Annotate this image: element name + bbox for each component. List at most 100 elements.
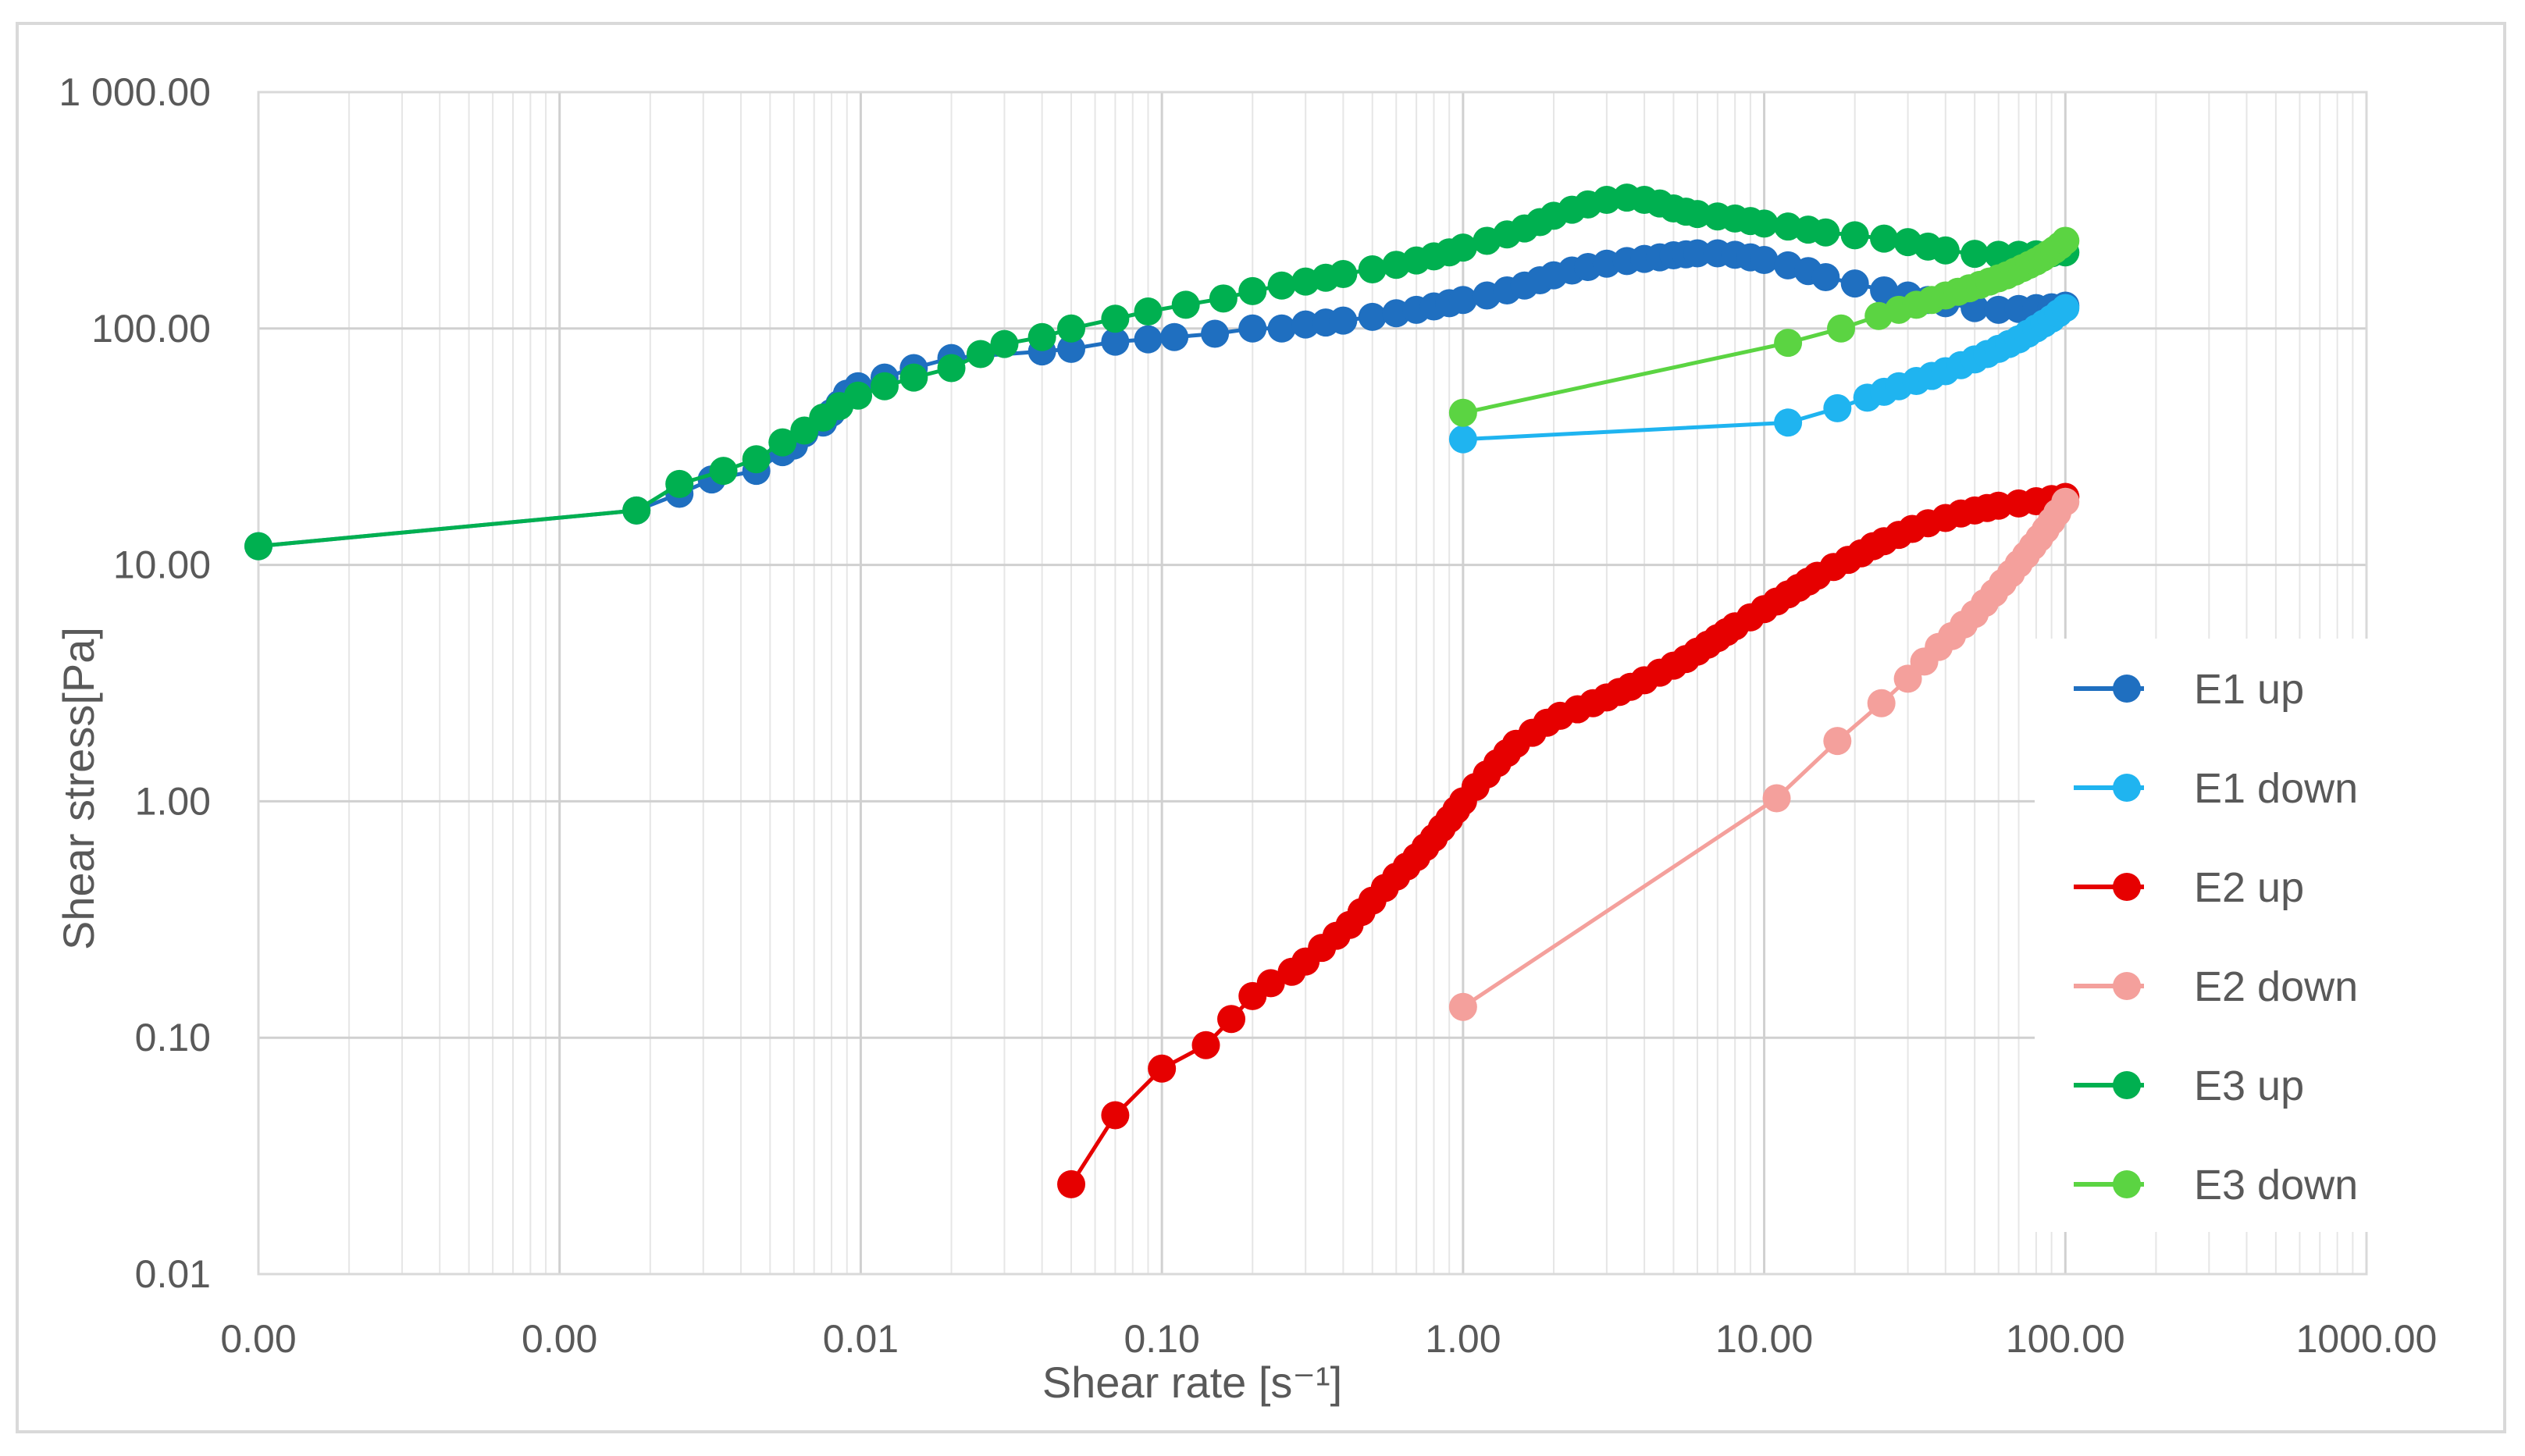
- legend-entry: E2 down: [2074, 963, 2358, 1010]
- data-point: [1448, 398, 1477, 427]
- legend-label: E3 up: [2194, 1063, 2304, 1109]
- series-line: [1069, 495, 2066, 1186]
- data-point: [2051, 294, 2080, 322]
- data-point: [1101, 304, 1130, 333]
- data-point: [1448, 286, 1477, 315]
- data-point: [1267, 271, 1296, 300]
- data-point: [1870, 224, 1899, 253]
- data-point: [1448, 233, 1477, 262]
- data-point: [1267, 314, 1296, 343]
- data-point: [1101, 1101, 1130, 1130]
- legend-label: E2 up: [2194, 864, 2304, 911]
- data-point: [899, 363, 928, 392]
- y-tick-label: 1 000.00: [59, 70, 211, 114]
- legend-label: E2 down: [2194, 963, 2358, 1010]
- legend-entry: E2 up: [2074, 864, 2304, 911]
- data-point: [1027, 322, 1056, 351]
- data-point: [244, 532, 272, 561]
- data-point: [1931, 236, 1960, 265]
- x-axis-title: Shear rate [s⁻¹]: [1042, 1358, 1342, 1407]
- data-point: [1448, 992, 1477, 1021]
- data-point: [2051, 487, 2080, 516]
- data-point: [844, 381, 873, 410]
- legend-marker: [2113, 972, 2141, 1000]
- series-4: [1448, 487, 2080, 1021]
- data-point: [1358, 302, 1387, 331]
- y-tick-label: 10.00: [113, 543, 211, 587]
- legend-marker: [2113, 774, 2141, 802]
- legend-entry: E1 down: [2074, 765, 2358, 812]
- data-point: [1870, 276, 1899, 304]
- data-point: [1961, 240, 1989, 269]
- data-point: [937, 354, 966, 383]
- legend-marker: [2113, 1071, 2141, 1099]
- legend-marker: [2113, 873, 2141, 901]
- legend-label: E3 down: [2194, 1162, 2358, 1209]
- x-tick-label: 0.00: [522, 1317, 597, 1361]
- data-point: [1057, 1169, 1086, 1198]
- legend-entry: E3 up: [2074, 1063, 2304, 1109]
- data-point: [1057, 334, 1086, 363]
- data-point: [1984, 295, 2013, 324]
- x-tick-label: 10.00: [1715, 1317, 1813, 1361]
- y-axis-title: Shear stress[Pa]: [54, 627, 103, 950]
- data-point: [1811, 262, 1840, 291]
- series-3: [1057, 482, 2080, 1198]
- data-point: [1134, 297, 1163, 326]
- legend-label: E1 up: [2194, 666, 2304, 713]
- data-point: [1256, 969, 1285, 998]
- data-point: [709, 457, 738, 486]
- data-point: [1217, 1005, 1246, 1034]
- data-point: [990, 329, 1019, 358]
- y-tick-label: 0.01: [135, 1252, 211, 1296]
- data-point: [1238, 314, 1267, 343]
- data-point: [1448, 425, 1477, 454]
- data-point: [1750, 245, 1779, 274]
- data-point: [1191, 1031, 1220, 1059]
- data-point: [1358, 255, 1387, 283]
- series-2: [1448, 294, 2080, 454]
- y-tick-label: 0.10: [135, 1016, 211, 1059]
- series-6: [1448, 226, 2080, 427]
- x-tick-label: 0.01: [823, 1317, 899, 1361]
- data-point: [1329, 260, 1358, 289]
- data-point: [1683, 239, 1712, 268]
- data-point: [1057, 314, 1086, 343]
- data-point: [1823, 727, 1852, 756]
- data-point: [1827, 314, 1856, 343]
- data-point: [1750, 209, 1779, 238]
- x-tick-label: 1000.00: [2296, 1317, 2438, 1361]
- data-point: [768, 428, 797, 457]
- legend-entry: E1 up: [2074, 666, 2304, 713]
- x-tick-label: 100.00: [2006, 1317, 2125, 1361]
- legend-marker: [2113, 1170, 2141, 1198]
- axes: 0.00 0.00 0.01 0.10 1.00 10.00 100.00 1000.000.…: [59, 70, 2437, 1361]
- data-point: [1291, 310, 1320, 339]
- data-point: [1840, 221, 1869, 250]
- data-point: [665, 469, 694, 498]
- x-tick-label: 0.10: [1124, 1317, 1199, 1361]
- legend: E1 up E1 down E2 up E2 down E3 up E3 down: [2035, 639, 2375, 1232]
- series: [244, 183, 2080, 1198]
- legend-marker: [2113, 675, 2141, 703]
- legend-label: E1 down: [2194, 765, 2358, 812]
- data-point: [1811, 218, 1840, 247]
- data-point: [742, 445, 771, 474]
- data-point: [1201, 319, 1230, 348]
- data-point: [870, 372, 899, 400]
- legend-entry: E3 down: [2074, 1162, 2358, 1209]
- data-point: [1867, 689, 1896, 717]
- data-point: [622, 496, 651, 525]
- series-5: [244, 183, 2080, 561]
- data-point: [1774, 408, 1803, 437]
- data-point: [1101, 327, 1130, 356]
- data-point: [1774, 329, 1803, 358]
- data-point: [1209, 284, 1238, 313]
- x-tick-label: 1.00: [1425, 1317, 1501, 1361]
- data-point: [1823, 393, 1852, 422]
- data-point: [1329, 306, 1358, 335]
- x-tick-label: 0.00: [220, 1317, 296, 1361]
- data-point: [1160, 322, 1189, 351]
- y-tick-label: 100.00: [91, 307, 211, 351]
